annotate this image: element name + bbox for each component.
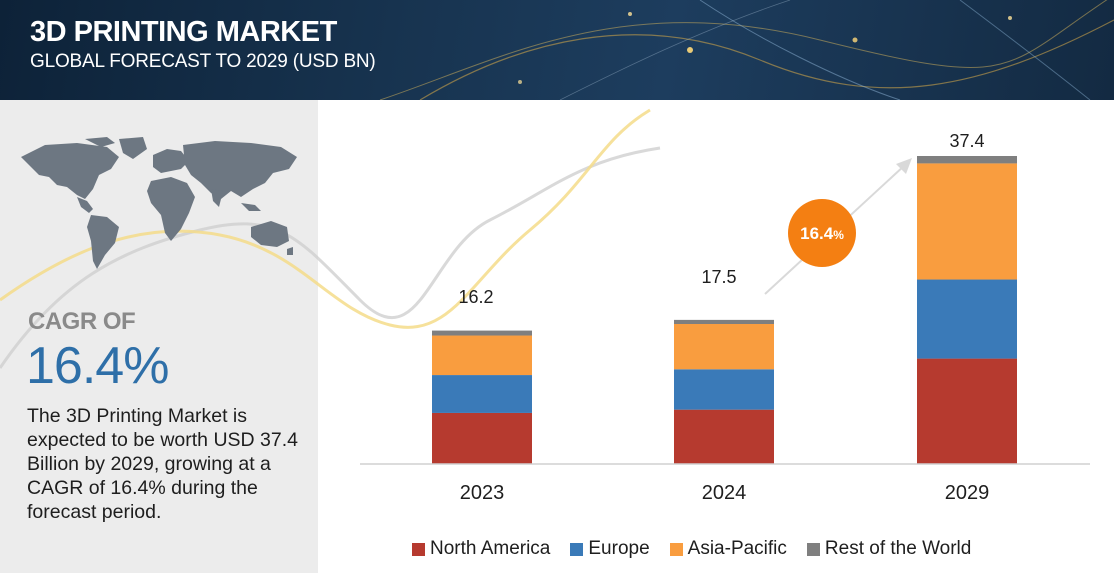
bar-total-label: 17.5	[701, 267, 736, 287]
legend-swatch	[412, 542, 425, 556]
chart-legend: North America Europe Asia-Pacific Rest of t…	[412, 538, 991, 560]
cagr-value: 16.4%	[26, 337, 169, 395]
legend-swatch	[806, 542, 820, 556]
bar-total-label: 37.4	[949, 131, 984, 151]
legend-item-europe: Europe	[570, 538, 650, 560]
x-tick-label: 2029	[945, 482, 990, 504]
bar-rest-of-the-world-2024	[674, 319, 774, 324]
bar-europe-2024	[674, 369, 774, 410]
legend-item-rest-of-the-world: Rest of the World	[806, 538, 972, 560]
bar-north-america-2024	[674, 409, 774, 464]
world-map-icon	[21, 137, 297, 269]
x-axis-labels: 2023 2024 2029	[460, 482, 990, 504]
bar-asia-pacific-2024	[674, 324, 774, 370]
cagr-badge-text: 16.4%	[800, 224, 844, 243]
bar-europe-2029	[917, 279, 1017, 359]
cagr-badge	[788, 199, 856, 267]
legend-swatch	[570, 542, 584, 556]
bar-rest-of-the-world-2029	[917, 156, 1017, 164]
bar-asia-pacific-2023	[432, 335, 532, 376]
bar-north-america-2029	[917, 358, 1017, 464]
bar-north-america-2023	[432, 412, 532, 464]
cagr-label: CAGR OF	[28, 308, 136, 335]
x-tick-label: 2024	[702, 482, 747, 504]
legend-item-asia-pacific: Asia-Pacific	[669, 538, 787, 560]
header-background-graphic	[379, 0, 1114, 100]
page-subtitle: GLOBAL FORECAST TO 2029 (USD BN)	[30, 51, 376, 72]
legend-label: Rest of the World	[824, 538, 972, 559]
total-labels: 16.2 17.5 37.4	[458, 131, 984, 307]
header-banner: 3D PRINTING MARKET GLOBAL FORECAST TO 20…	[0, 0, 1114, 100]
legend-label: North America	[430, 538, 551, 559]
legend-swatch	[669, 542, 683, 556]
bar-total-label: 16.2	[458, 287, 493, 307]
x-tick-label: 2023	[460, 482, 505, 504]
page-title: 3D PRINTING MARKET	[30, 16, 337, 48]
legend-label: Asia-Pacific	[687, 538, 787, 559]
legend-item-north-america: North America	[412, 538, 550, 560]
bar-europe-2023	[432, 375, 532, 413]
bar-asia-pacific-2029	[917, 163, 1017, 280]
market-description: The 3D Printing Market is expected to be…	[27, 405, 298, 523]
bar-rest-of-the-world-2023	[432, 330, 532, 336]
legend-label: Europe	[588, 538, 650, 559]
decorative-curves	[0, 108, 661, 369]
bar-group	[432, 156, 1017, 464]
growth-arrowhead	[896, 158, 912, 174]
